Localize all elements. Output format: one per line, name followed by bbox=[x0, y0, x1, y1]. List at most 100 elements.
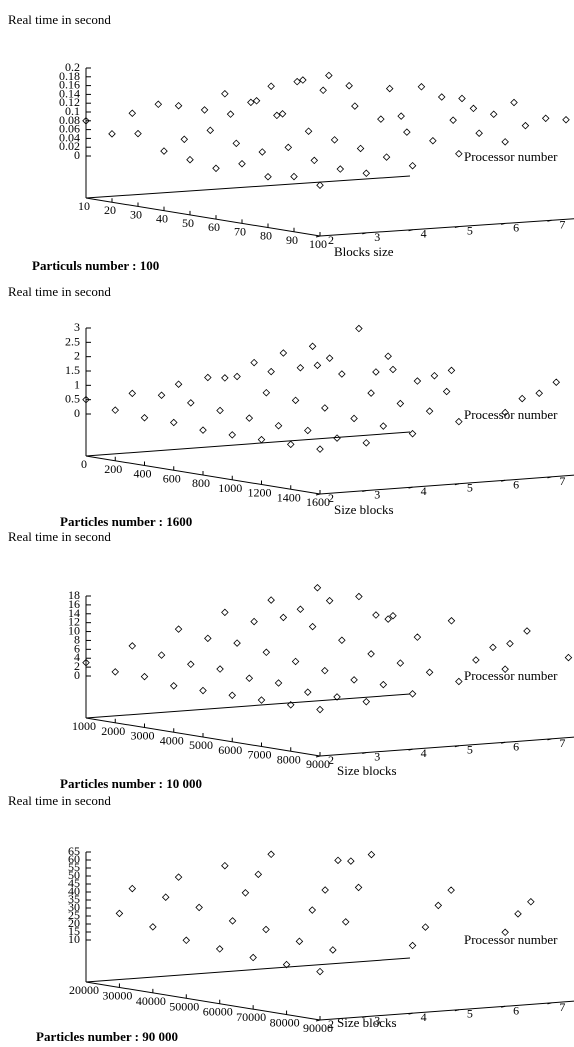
z-tick-label: 12 bbox=[68, 615, 80, 629]
y-axis-line bbox=[319, 474, 574, 495]
y-tick-mark bbox=[454, 226, 459, 229]
data-point bbox=[128, 642, 137, 650]
data-point bbox=[425, 668, 434, 677]
data-point bbox=[449, 116, 457, 124]
y-axis-title: Size blocks bbox=[337, 1015, 397, 1030]
data-point bbox=[226, 110, 235, 118]
z-tick-label: 25 bbox=[68, 908, 80, 922]
data-point bbox=[564, 653, 573, 662]
data-point bbox=[299, 76, 307, 84]
data-point bbox=[204, 634, 212, 643]
z-tick-label: 1 bbox=[74, 377, 80, 391]
data-point bbox=[290, 172, 298, 181]
z-tick-label: 2.5 bbox=[65, 334, 80, 348]
data-point bbox=[233, 372, 241, 381]
y-tick-label: 7 bbox=[559, 474, 565, 488]
processor-axis-title: Processor number bbox=[464, 668, 558, 683]
data-point bbox=[469, 104, 478, 113]
data-point bbox=[221, 861, 229, 870]
data-point bbox=[429, 136, 437, 145]
data-point bbox=[417, 83, 426, 91]
x-tick-label: 30 bbox=[130, 207, 142, 221]
x-tick-label: 8000 bbox=[277, 752, 301, 766]
data-point bbox=[362, 169, 371, 178]
data-point bbox=[562, 115, 570, 124]
data-point bbox=[199, 686, 207, 695]
data-point bbox=[257, 696, 266, 704]
data-point bbox=[396, 399, 405, 408]
data-point bbox=[514, 910, 522, 918]
y-tick-mark bbox=[547, 476, 552, 479]
y-tick-label: 3 bbox=[374, 1014, 380, 1028]
data-point bbox=[160, 147, 168, 155]
x-tick-label: 50000 bbox=[169, 999, 199, 1013]
data-point bbox=[341, 918, 350, 926]
data-point bbox=[254, 870, 263, 879]
data-point bbox=[447, 886, 455, 894]
data-point bbox=[521, 121, 530, 130]
x-tick-label: 400 bbox=[134, 467, 152, 481]
data-point bbox=[430, 371, 439, 380]
y-tick-mark bbox=[501, 1005, 506, 1008]
z-tick-label: 8 bbox=[74, 632, 80, 646]
y-tick-label: 5 bbox=[467, 224, 473, 238]
data-point bbox=[408, 161, 417, 170]
data-point bbox=[286, 701, 295, 709]
z-tick-label: 0.14 bbox=[59, 86, 80, 100]
data-point bbox=[403, 128, 411, 136]
y-tick-mark bbox=[315, 755, 321, 758]
z-tick-label: 0.16 bbox=[59, 78, 80, 92]
data-point bbox=[325, 596, 334, 605]
data-point bbox=[458, 94, 466, 103]
y-tick-mark bbox=[454, 1009, 459, 1012]
data-point bbox=[267, 367, 275, 376]
data-point bbox=[284, 143, 293, 152]
y-axis-line bbox=[319, 218, 574, 237]
data-point bbox=[316, 967, 324, 976]
data-point bbox=[313, 361, 322, 370]
y-axis-line bbox=[319, 1000, 574, 1021]
data-point bbox=[329, 946, 337, 954]
y-tick-label: 6 bbox=[513, 220, 519, 234]
data-point bbox=[501, 138, 509, 146]
data-point bbox=[408, 690, 417, 698]
x-tick-label: 5000 bbox=[189, 738, 213, 752]
y-tick-label: 6 bbox=[513, 477, 519, 491]
data-point bbox=[257, 435, 266, 444]
data-point bbox=[384, 615, 392, 623]
y-tick-label: 4 bbox=[421, 1010, 427, 1024]
data-point bbox=[455, 417, 463, 426]
data-point bbox=[434, 901, 443, 910]
data-point bbox=[421, 923, 430, 931]
data-point bbox=[228, 917, 237, 925]
data-point bbox=[267, 596, 275, 604]
data-point bbox=[250, 358, 258, 367]
data-point bbox=[157, 391, 166, 400]
data-point bbox=[296, 364, 305, 372]
y-tick-mark bbox=[454, 483, 459, 486]
data-point bbox=[408, 429, 417, 438]
y-tick-label: 5 bbox=[467, 743, 473, 757]
data-point bbox=[447, 366, 456, 375]
data-point bbox=[221, 90, 229, 98]
data-point bbox=[215, 945, 224, 953]
data-point bbox=[180, 135, 189, 144]
data-point bbox=[169, 418, 178, 427]
z-tick-label: 50 bbox=[68, 868, 80, 882]
data-point bbox=[291, 396, 300, 405]
data-point bbox=[169, 682, 178, 690]
x-tick-label: 600 bbox=[163, 471, 181, 485]
z-tick-label: 0 bbox=[74, 148, 80, 162]
data-point bbox=[527, 898, 535, 906]
data-point bbox=[355, 324, 363, 333]
data-point bbox=[291, 657, 300, 666]
data-point bbox=[304, 426, 312, 435]
x-tick-label: 70000 bbox=[236, 1010, 266, 1024]
data-point bbox=[356, 144, 365, 153]
panel-1: Real time in second Processor number Blo… bbox=[8, 12, 574, 273]
z-tick-label: 4 bbox=[74, 650, 80, 664]
data-point bbox=[355, 592, 363, 601]
floor-axis-line bbox=[85, 431, 411, 457]
x-tick-label: 4000 bbox=[160, 733, 184, 747]
data-point bbox=[413, 377, 422, 385]
